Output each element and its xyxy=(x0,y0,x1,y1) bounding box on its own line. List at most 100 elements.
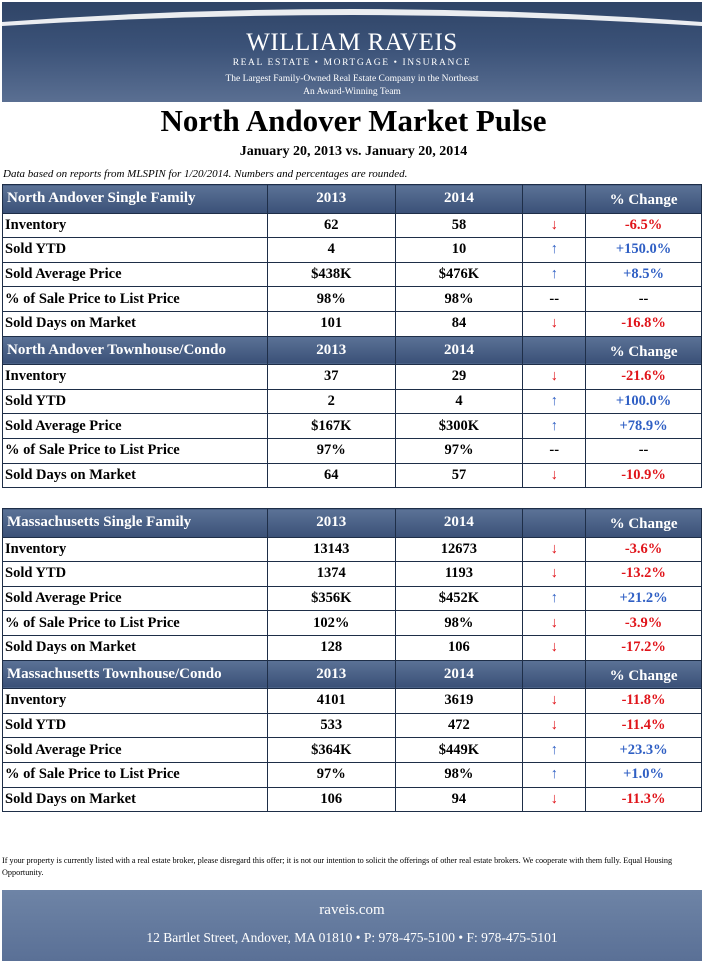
footer-website[interactable]: raveis.com xyxy=(319,902,385,918)
percent-change: +150.0% xyxy=(585,237,702,263)
value-2013: $364K xyxy=(266,737,396,763)
table-row: % of Sale Price to List Price 97% 97% -- -- xyxy=(2,437,702,464)
value-2013: $167K xyxy=(266,413,396,439)
value-2014: 472 xyxy=(394,712,524,739)
value-2013: 533 xyxy=(266,712,396,739)
column-header-trend xyxy=(522,659,587,690)
table-row: % of Sale Price to List Price 102% 98% ↓ -3.… xyxy=(2,610,702,636)
arrow-up-icon: ↑ xyxy=(522,585,587,612)
metric-label: Sold YTD xyxy=(2,237,268,263)
value-2014: 12673 xyxy=(394,536,524,563)
arrow-down-icon: ↓ xyxy=(522,536,587,563)
arrow-up-icon: ↑ xyxy=(522,413,587,439)
column-header-2013: 2013 xyxy=(266,184,396,214)
percent-change: +78.9% xyxy=(585,413,702,439)
column-header-change: % Change xyxy=(585,508,702,538)
section-header-row: North Andover Townhouse/Condo 2013 2014 % C… xyxy=(2,335,702,366)
value-2013: 4 xyxy=(266,237,396,263)
column-header-trend xyxy=(522,335,587,366)
section-header-row: Massachusetts Townhouse/Condo 2013 2014 % C… xyxy=(2,659,702,690)
column-header-2014: 2014 xyxy=(394,659,524,690)
value-2014: 3619 xyxy=(394,688,524,714)
arrow-down-icon: ↓ xyxy=(522,712,587,739)
percent-change: -- xyxy=(585,286,702,312)
metric-label: Inventory xyxy=(2,688,268,714)
arrow-up-icon: ↑ xyxy=(522,261,587,288)
table-row: Inventory 4101 3619 ↓ -11.8% xyxy=(2,688,702,714)
brand-name: WILLIAM RAVEIS xyxy=(246,29,458,56)
metric-label: % of Sale Price to List Price xyxy=(2,761,268,788)
percent-change: +100.0% xyxy=(585,388,702,415)
value-2013: 1374 xyxy=(266,561,396,587)
value-2013: 64 xyxy=(266,462,396,489)
metric-label: Inventory xyxy=(2,536,268,563)
table-row: % of Sale Price to List Price 97% 98% ↑ +1.0… xyxy=(2,761,702,788)
value-2014: 57 xyxy=(394,462,524,489)
brand-tagline-secondary: An Award-Winning Team xyxy=(303,87,401,97)
metric-label: % of Sale Price to List Price xyxy=(2,437,268,464)
column-header-2013: 2013 xyxy=(266,659,396,690)
column-header-2013: 2013 xyxy=(266,508,396,538)
table-row: Sold Days on Market 128 106 ↓ -17.2% xyxy=(2,634,702,661)
metric-label: Sold Days on Market xyxy=(2,310,268,337)
percent-change: -3.9% xyxy=(585,610,702,636)
percent-change: -6.5% xyxy=(585,212,702,239)
metric-label: Sold Days on Market xyxy=(2,786,268,813)
percent-change: +21.2% xyxy=(585,585,702,612)
table-row: Sold YTD 1374 1193 ↓ -13.2% xyxy=(2,561,702,587)
arrow-down-icon: ↓ xyxy=(522,786,587,813)
table-row: Inventory 13143 12673 ↓ -3.6% xyxy=(2,536,702,563)
arrow-up-icon: ↑ xyxy=(522,237,587,263)
section-header-row: North Andover Single Family 2013 2014 % Cha… xyxy=(2,184,702,214)
percent-change: -11.4% xyxy=(585,712,702,739)
value-2014: $476K xyxy=(394,261,524,288)
banner-swoosh-icon xyxy=(2,9,702,26)
percent-change: -11.8% xyxy=(585,688,702,714)
percent-change: -17.2% xyxy=(585,634,702,661)
metric-label: Sold Average Price xyxy=(2,585,268,612)
page-subtitle: January 20, 2013 vs. January 20, 2014 xyxy=(239,144,468,159)
brand-banner: WILLIAM RAVEIS REAL ESTATE • MORTGAGE • … xyxy=(2,2,702,102)
value-2014: $452K xyxy=(394,585,524,612)
section-title: Massachusetts Single Family xyxy=(2,508,268,538)
arrow-down-icon: ↓ xyxy=(522,561,587,587)
metric-label: % of Sale Price to List Price xyxy=(2,286,268,312)
no-change-dash: -- xyxy=(522,437,587,464)
value-2014: 10 xyxy=(394,237,524,263)
table-row: Sold Days on Market 101 84 ↓ -16.8% xyxy=(2,310,702,337)
value-2014: $449K xyxy=(394,737,524,763)
value-2013: 13143 xyxy=(266,536,396,563)
value-2014: 98% xyxy=(394,286,524,312)
value-2014: $300K xyxy=(394,413,524,439)
value-2014: 97% xyxy=(394,437,524,464)
value-2013: 4101 xyxy=(266,688,396,714)
table-row: Inventory 62 58 ↓ -6.5% xyxy=(2,212,702,239)
table-row: Sold Average Price $364K $449K ↑ +23.3% xyxy=(2,737,702,763)
table-row: Sold YTD 533 472 ↓ -11.4% xyxy=(2,712,702,739)
column-header-2014: 2014 xyxy=(394,335,524,366)
metric-label: Sold Average Price xyxy=(2,261,268,288)
metric-label: Sold YTD xyxy=(2,561,268,587)
footer: raveis.com 12 Bartlet Street, Andover, M… xyxy=(2,890,702,961)
north-andover-table: North Andover Single Family 2013 2014% Cha… xyxy=(2,184,702,489)
value-2013: 37 xyxy=(266,364,396,390)
value-2014: 98% xyxy=(394,761,524,788)
data-note: Data based on reports from MLSPIN for 1/… xyxy=(3,168,408,180)
section-header-row: Massachusetts Single Family 2013 2014 % Cha… xyxy=(2,508,702,538)
metric-label: % of Sale Price to List Price xyxy=(2,610,268,636)
column-header-2013: 2013 xyxy=(266,335,396,366)
value-2014: 58 xyxy=(394,212,524,239)
arrow-up-icon: ↑ xyxy=(522,388,587,415)
percent-change: -16.8% xyxy=(585,310,702,337)
value-2014: 106 xyxy=(394,634,524,661)
value-2013: $438K xyxy=(266,261,396,288)
percent-change: -- xyxy=(585,437,702,464)
value-2013: 97% xyxy=(266,761,396,788)
section-title: Massachusetts Townhouse/Condo xyxy=(2,659,268,690)
value-2013: 101 xyxy=(266,310,396,337)
value-2013: $356K xyxy=(266,585,396,612)
value-2014: 84 xyxy=(394,310,524,337)
arrow-up-icon: ↑ xyxy=(522,761,587,788)
percent-change: -13.2% xyxy=(585,561,702,587)
arrow-down-icon: ↓ xyxy=(522,610,587,636)
